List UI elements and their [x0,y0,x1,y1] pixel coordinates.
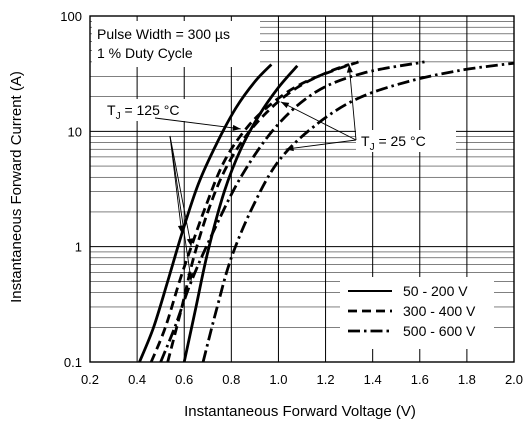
tj-hot-leader-arrow [187,273,194,282]
curves [138,60,515,363]
tj-hot-label: TJ = 125 °C [107,102,179,122]
legend-label-3: 500 - 600 V [403,323,476,339]
x-tick-label: 1.8 [458,372,476,387]
tj-hot-leader [169,135,192,247]
series-curve [182,64,299,363]
y-tick-label: 100 [60,9,82,24]
tj-cold-leader-arrow [280,101,290,109]
series-curve [201,61,515,363]
tj-cold-leader [285,139,357,150]
x-tick-label: 0.6 [175,372,193,387]
annotation-leaders [154,64,357,282]
y-axis-title: Instantaneous Forward Current (A) [8,71,25,303]
pulse-width-label: Pulse Width = 300 µs [97,26,230,42]
y-tick-label: 1 [75,240,82,255]
x-tick-label: 0.2 [81,372,99,387]
series-curve [159,60,425,363]
x-tick-label: 1.2 [317,372,335,387]
x-tick-label: 1.6 [411,372,429,387]
legend-label-2: 300 - 400 V [403,303,476,319]
x-tick-label: 0.8 [222,372,240,387]
legend-label-1: 50 - 200 V [403,283,468,299]
tj-cold-leader-arrow [285,145,294,152]
y-tick-label: 0.1 [64,355,82,370]
tj-cold-box [356,130,456,152]
tj-cold-label: TJ = 25 °C [361,133,426,153]
x-tick-labels: 0.2 0.4 0.6 0.8 1.0 1.2 1.4 1.6 1.8 2.0 [81,372,523,387]
tj-cold-leader [348,64,357,141]
tj-hot-leader-arrow [186,238,193,247]
x-tick-label: 1.4 [364,372,382,387]
plot-frame [89,15,515,363]
tj-hot-leader [154,117,241,130]
tj-hot-leader [169,135,192,282]
tj-hot-leader-arrow [177,225,184,234]
tj-hot-box [100,99,198,121]
y-tick-labels: 0.1 1 10 100 [60,9,82,370]
x-tick-label: 1.0 [269,372,287,387]
tj-cold-leader [280,101,357,141]
legend-box [340,277,494,349]
x-tick-label: 0.4 [128,372,146,387]
conditions-box [92,21,260,67]
tj-hot-leader-arrow [232,124,241,131]
series-curve [138,63,273,363]
x-tick-label: 2.0 [505,372,523,387]
y-tick-label: 10 [68,124,82,139]
series-curve [166,63,350,363]
duty-cycle-label: 1 % Duty Cycle [97,45,193,61]
tj-cold-leader-arrow [346,64,353,73]
x-axis-title: Instantaneous Forward Voltage (V) [184,403,416,420]
